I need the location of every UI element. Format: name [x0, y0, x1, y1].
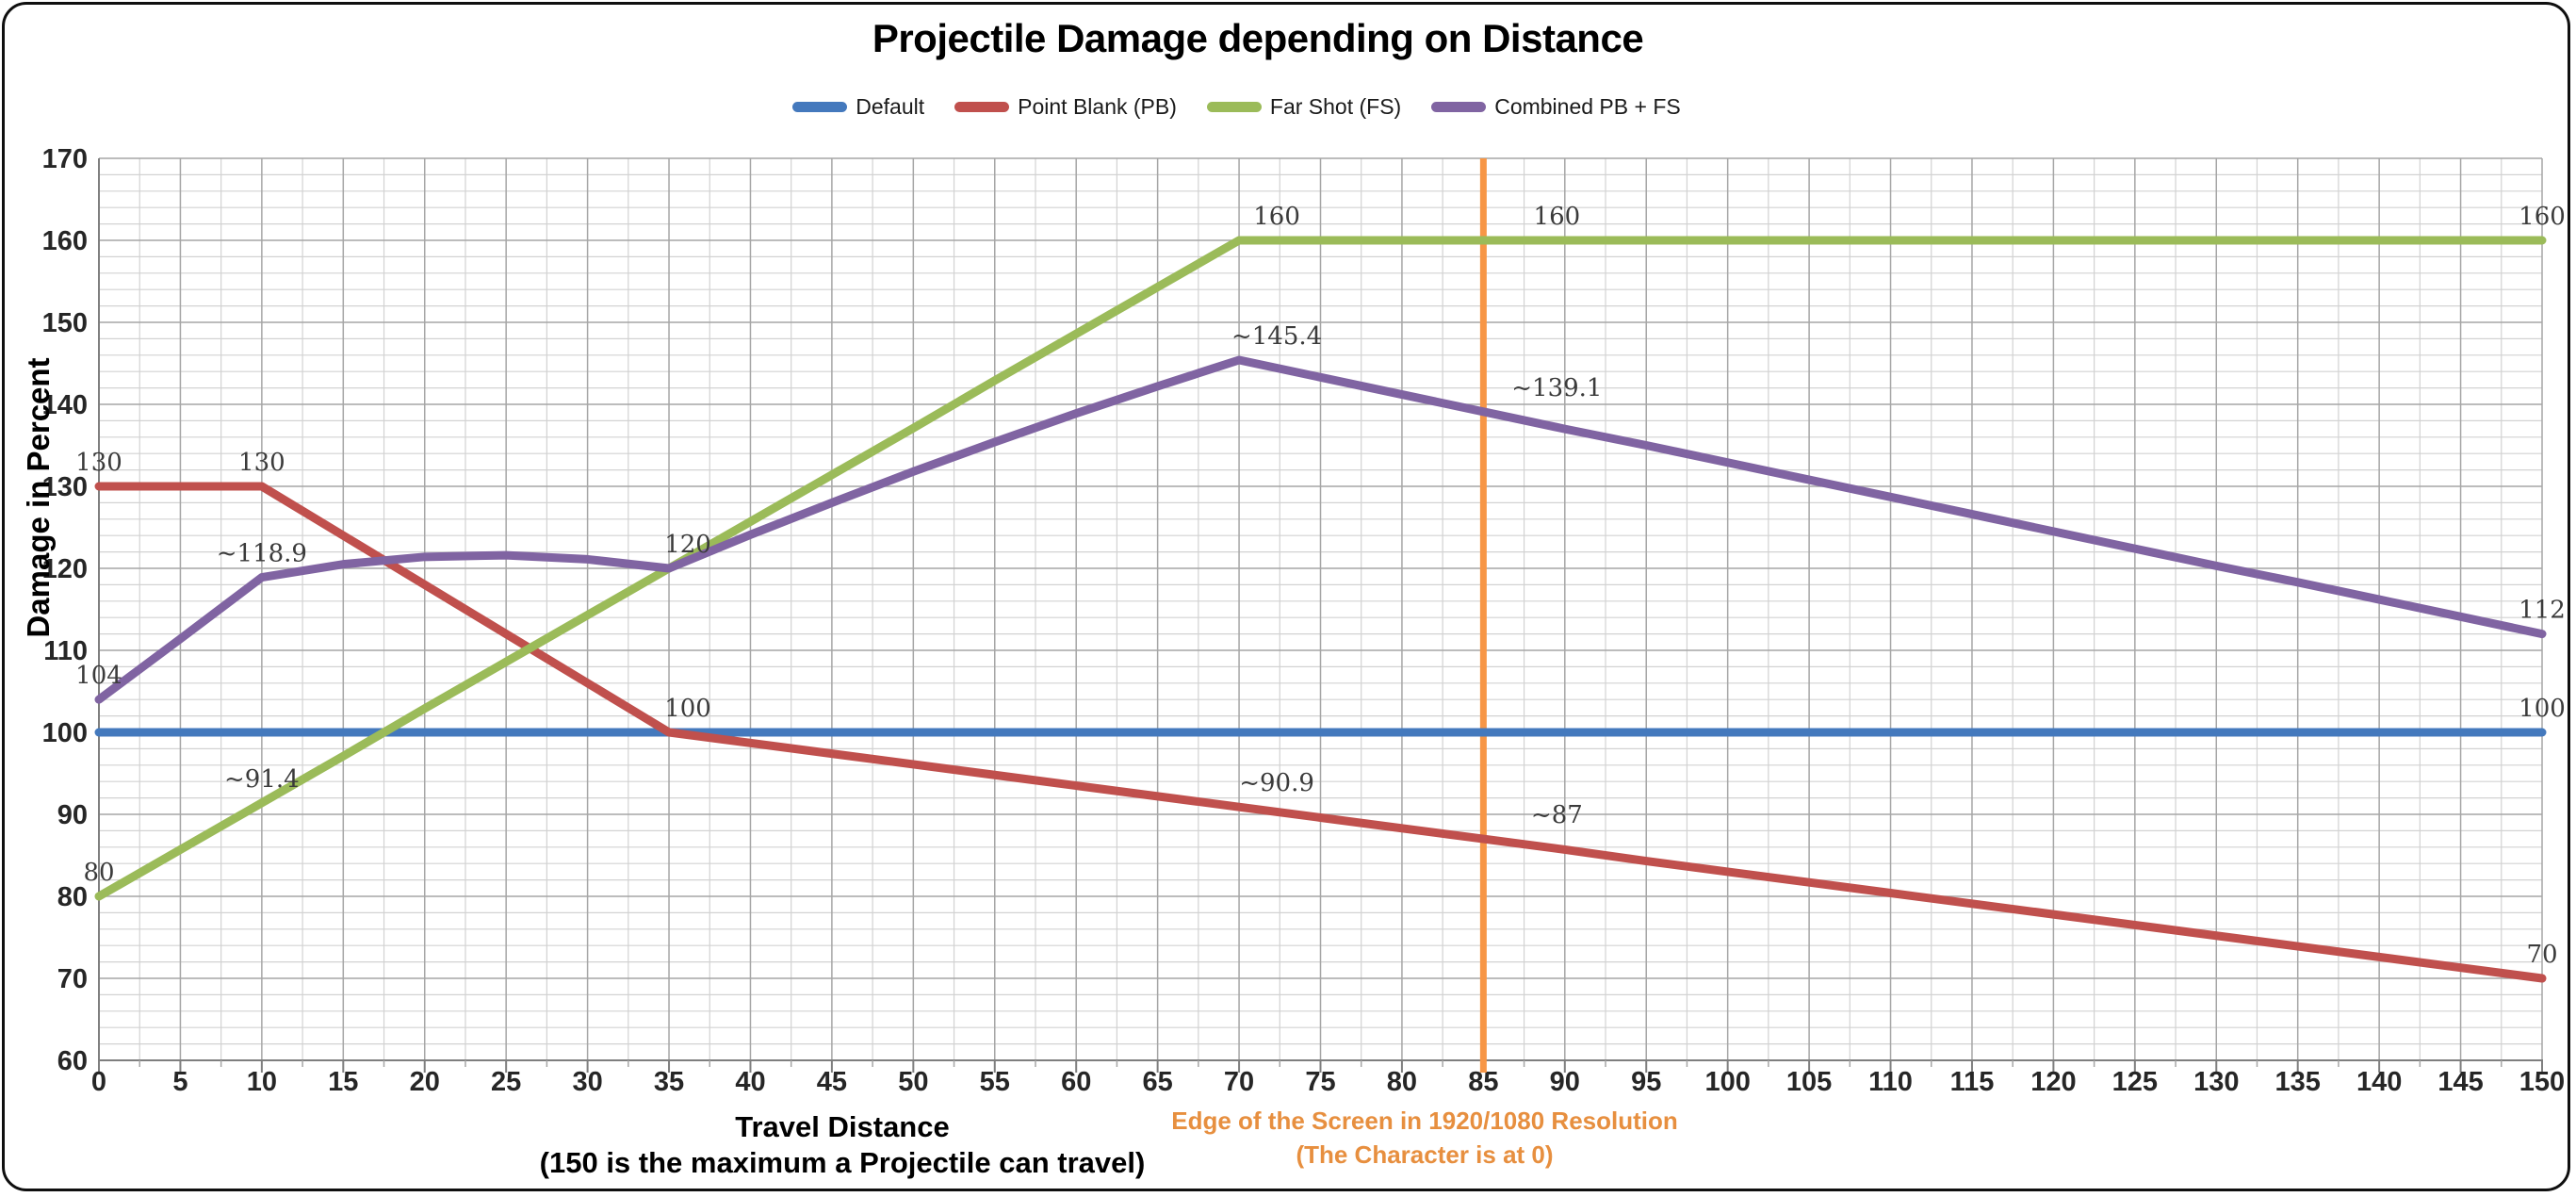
edge-of-screen-annotation: Edge of the Screen in 1920/1080 Resoluti…	[859, 1104, 1990, 1172]
y-tick-label: 160	[42, 226, 88, 256]
legend-swatch-point-blank-icon	[954, 102, 1010, 112]
x-tick-label: 50	[898, 1067, 928, 1097]
data-label: 104	[75, 662, 122, 690]
y-tick-label: 70	[57, 964, 88, 994]
x-tick-label: 90	[1550, 1067, 1580, 1097]
data-label: 80	[83, 859, 114, 887]
data-label: 130	[238, 449, 285, 477]
legend-item-far-shot: Far Shot (FS)	[1206, 94, 1402, 120]
legend-label-default: Default	[856, 94, 925, 119]
series-line-far-shot-fs	[94, 236, 2547, 901]
legend-item-default: Default	[792, 94, 924, 120]
x-tick-label: 35	[654, 1067, 684, 1097]
plot-area: 0 5 10 15 20 25 30 35 40 45 50 55 60 65 70 75 80 85 90 95 10…	[42, 144, 2566, 1097]
x-tick-label: 65	[1143, 1067, 1173, 1097]
data-label: 100	[2519, 695, 2566, 723]
data-label: 160	[1253, 203, 1300, 231]
y-tick-label: 130	[42, 472, 88, 502]
y-tick-label: 90	[57, 800, 88, 830]
x-tick-label: 120	[2030, 1067, 2076, 1097]
data-label: ~139.1	[1511, 374, 1602, 402]
series-line-point-blank-pb	[94, 482, 2547, 983]
x-tick-label: 55	[980, 1067, 1010, 1097]
legend-item-combined: Combined PB + FS	[1431, 94, 1681, 120]
x-tick-label: 145	[2437, 1067, 2483, 1097]
edge-annotation-line2: (The Character is at 0)	[1296, 1140, 1554, 1169]
x-tick-label: 15	[328, 1067, 358, 1097]
legend-swatch-far-shot-icon	[1206, 102, 1262, 112]
data-label: ~91.4	[224, 765, 300, 794]
x-tick-label: 105	[1786, 1067, 1832, 1097]
x-axis-title: Travel Distance (150 is the maximum a Pr…	[5, 1109, 1680, 1181]
x-tick-label: 125	[2112, 1067, 2158, 1097]
x-tick-label: 10	[247, 1067, 277, 1097]
x-tick-label: 95	[1631, 1067, 1661, 1097]
x-tick-label: 0	[91, 1067, 106, 1097]
x-tick-label: 75	[1305, 1067, 1335, 1097]
legend-swatch-combined-icon	[1431, 102, 1487, 112]
data-label: 112	[2519, 597, 2566, 625]
y-tick-label: 80	[57, 882, 88, 912]
legend: Default Point Blank (PB) Far Shot (FS) C…	[5, 94, 2469, 120]
x-tick-label: 130	[2193, 1067, 2239, 1097]
y-tick-label: 60	[57, 1046, 88, 1076]
y-tick-label: 150	[42, 308, 88, 338]
data-label: ~145.4	[1231, 322, 1322, 351]
data-label: 70	[2526, 941, 2557, 969]
data-label: ~118.9	[217, 540, 307, 568]
data-label: 120	[664, 531, 711, 559]
data-label: 130	[75, 449, 122, 477]
data-label: 100	[664, 695, 711, 723]
x-axis-title-line2: (150 is the maximum a Projectile can tra…	[539, 1146, 1146, 1179]
data-label: ~87	[1531, 801, 1583, 829]
data-label: ~90.9	[1239, 769, 1314, 797]
y-tick-label: 120	[42, 554, 88, 584]
legend-label-combined: Combined PB + FS	[1494, 94, 1681, 119]
y-axis-title: Damage in Percent	[21, 357, 56, 638]
x-tick-label: 70	[1224, 1067, 1254, 1097]
x-tick-label: 30	[572, 1067, 602, 1097]
legend-label-point-blank: Point Blank (PB)	[1018, 94, 1177, 119]
data-label: 160	[1534, 203, 1581, 231]
y-tick-label: 100	[42, 718, 88, 748]
y-tick-label: 140	[42, 390, 88, 420]
x-tick-label: 80	[1387, 1067, 1417, 1097]
legend-item-point-blank: Point Blank (PB)	[954, 94, 1177, 120]
x-tick-label: 60	[1061, 1067, 1091, 1097]
x-tick-label: 45	[817, 1067, 847, 1097]
series-line-combined-pb-fs	[94, 355, 2547, 704]
x-tick-label: 100	[1704, 1067, 1750, 1097]
x-tick-label: 135	[2275, 1067, 2321, 1097]
edge-annotation-line1: Edge of the Screen in 1920/1080 Resoluti…	[1171, 1107, 1678, 1135]
x-tick-label: 150	[2519, 1067, 2565, 1097]
x-tick-label: 110	[1868, 1067, 1913, 1097]
y-tick-label: 110	[43, 636, 88, 666]
x-tick-label: 40	[735, 1067, 765, 1097]
x-tick-label: 25	[491, 1067, 521, 1097]
chart-title: Projectile Damage depending on Distance	[872, 16, 1644, 60]
y-tick-label: 170	[42, 144, 88, 174]
x-tick-label: 20	[410, 1067, 440, 1097]
x-axis-title-line1: Travel Distance	[735, 1110, 950, 1143]
data-label: 160	[2519, 203, 2566, 231]
x-tick-label: 115	[1950, 1067, 1995, 1097]
x-tick-label: 140	[2356, 1067, 2402, 1097]
legend-swatch-default-icon	[792, 102, 848, 112]
x-tick-label: 5	[172, 1067, 187, 1097]
legend-label-far-shot: Far Shot (FS)	[1269, 94, 1402, 119]
